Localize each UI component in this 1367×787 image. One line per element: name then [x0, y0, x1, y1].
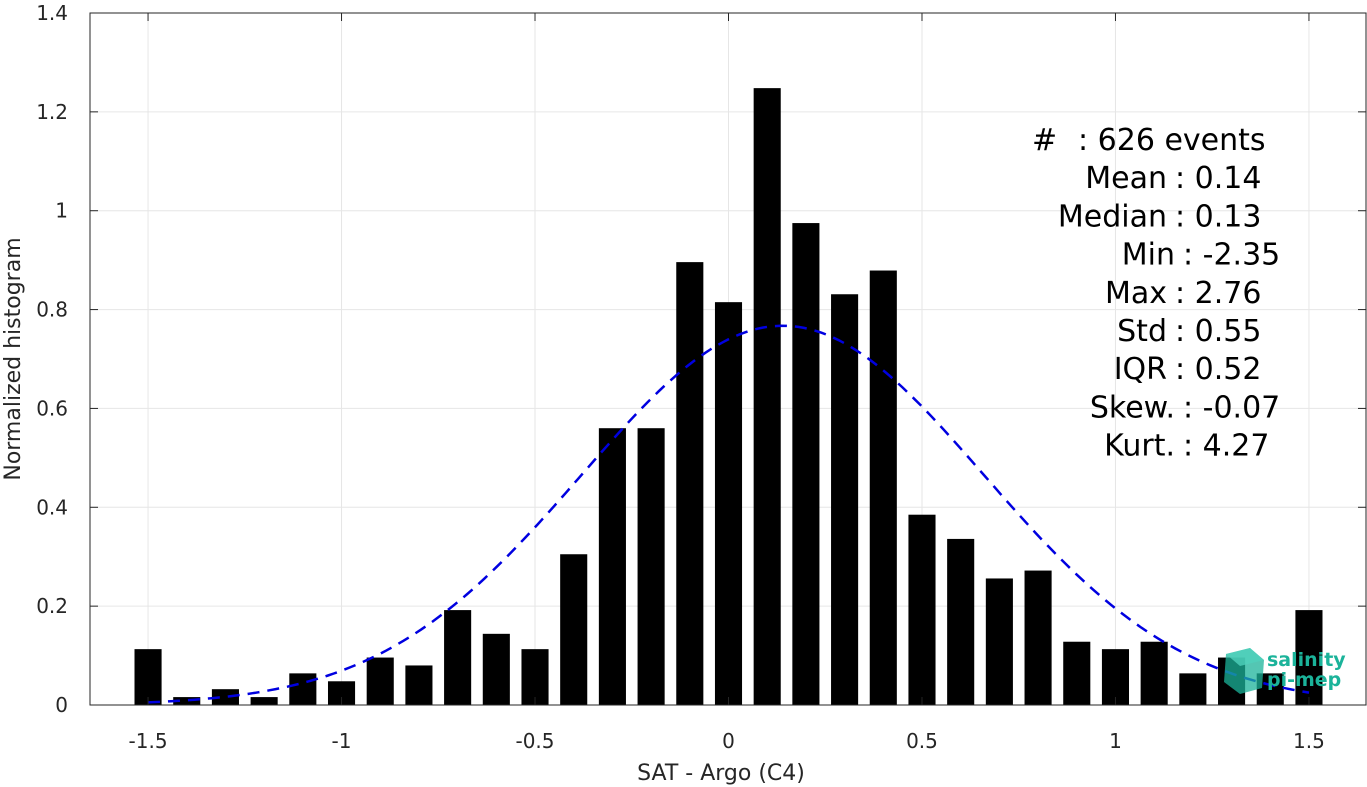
- histogram-bar: [211, 689, 239, 705]
- histogram-bar: [947, 538, 975, 705]
- stat-value: : 4.27: [1183, 429, 1269, 464]
- histogram-bar: [482, 633, 510, 705]
- histogram-bar: [676, 262, 704, 705]
- stat-label: Max: [1105, 276, 1167, 311]
- y-tick-label: 1: [55, 199, 68, 223]
- y-tick-label: 0.4: [36, 495, 68, 519]
- histogram-bar: [250, 697, 278, 705]
- x-tick-label: -1: [332, 729, 352, 753]
- y-tick-label: 0.2: [36, 594, 68, 618]
- histogram-bar: [134, 649, 162, 705]
- x-tick-labels: -1.5 -1 -0.5 0 0.5 1 1.5: [129, 729, 1325, 753]
- y-tick-label: 1.4: [36, 1, 68, 25]
- stat-value: : 626 events: [1078, 123, 1266, 158]
- histogram-bar: [405, 665, 433, 705]
- histogram-bar: [521, 649, 549, 705]
- x-tick-label: 0.5: [906, 729, 938, 753]
- stat-label: #: [1032, 123, 1057, 158]
- stat-label: Min: [1122, 238, 1175, 273]
- histogram-bar: [598, 428, 626, 705]
- stat-value: : 0.14: [1175, 161, 1261, 196]
- histogram-bar: [1063, 641, 1091, 705]
- y-axis-label: Normalized histogram: [1, 237, 26, 480]
- histogram-bar: [831, 294, 859, 705]
- histogram-bar: [327, 681, 356, 705]
- histogram-bar: [1179, 673, 1207, 705]
- histogram-bar: [560, 554, 588, 705]
- stat-value: : 0.52: [1175, 352, 1261, 387]
- histogram-bar: [792, 223, 820, 706]
- histogram-bar: [289, 673, 317, 705]
- stat-label: Skew.: [1090, 390, 1175, 425]
- x-tick-label: -0.5: [515, 729, 554, 753]
- x-tick-label: 0: [722, 729, 735, 753]
- stat-value: : 0.13: [1175, 199, 1261, 234]
- y-tick-label: 0.6: [36, 396, 68, 420]
- histogram-bar: [1140, 641, 1168, 705]
- y-tick-labels: 0 0.2 0.4 0.6 0.8 1 1.2 1.4: [36, 1, 68, 717]
- stat-label: Kurt.: [1104, 429, 1175, 464]
- x-axis-label: SAT - Argo (C4): [637, 761, 805, 786]
- histogram-bar: [908, 514, 936, 705]
- stat-value: : 0.55: [1175, 314, 1261, 349]
- histogram-bar: [444, 610, 472, 705]
- histogram-bar: [985, 578, 1013, 705]
- logo-cube-face-icon: [1226, 648, 1264, 666]
- x-tick-label: 1.5: [1293, 729, 1325, 753]
- stat-label: IQR: [1114, 352, 1167, 387]
- stat-value: : -2.35: [1183, 238, 1280, 273]
- histogram-bar: [1024, 570, 1052, 705]
- logo-line1: salinity: [1267, 649, 1346, 671]
- histogram-bars: [134, 88, 1323, 706]
- stat-value: : -0.07: [1183, 390, 1280, 425]
- histogram-bar: [1295, 610, 1323, 705]
- salinity-pi-mep-logo: salinity pi-mep: [1224, 648, 1346, 694]
- axes: [89, 12, 1367, 706]
- histogram-bar: [869, 270, 897, 705]
- x-tick-label: -1.5: [129, 729, 168, 753]
- logo-line2: pi-mep: [1267, 669, 1341, 691]
- stat-label: Median: [1058, 199, 1167, 234]
- stat-label: Std: [1117, 314, 1167, 349]
- histogram-bar: [1101, 649, 1130, 705]
- y-tick-label: 0: [55, 693, 68, 717]
- x-tick-label: 1: [1109, 729, 1122, 753]
- y-tick-label: 1.2: [36, 100, 68, 124]
- y-tick-label: 0.8: [36, 298, 68, 322]
- histogram-bar: [637, 428, 665, 705]
- histogram-bar: [714, 302, 743, 705]
- histogram-bar: [173, 697, 201, 705]
- histogram-bar: [753, 88, 781, 706]
- stat-label: Mean: [1085, 161, 1167, 196]
- histogram-bar: [366, 657, 394, 705]
- stat-value: : 2.76: [1175, 276, 1261, 311]
- normal-fit-curve: [147, 324, 1310, 704]
